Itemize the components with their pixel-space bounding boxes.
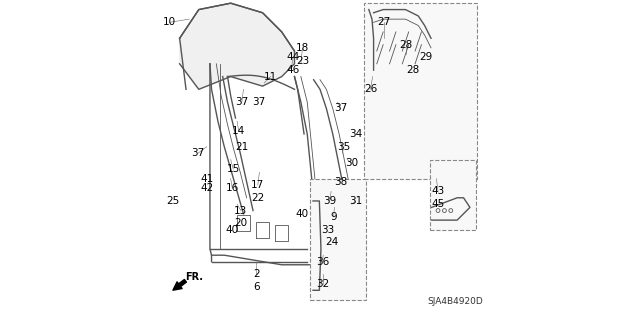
Text: 35: 35	[337, 142, 351, 152]
Text: 37: 37	[334, 103, 348, 114]
Text: 9: 9	[330, 212, 337, 222]
Text: 28: 28	[399, 40, 413, 50]
Text: 40: 40	[226, 225, 239, 235]
Text: 44: 44	[286, 52, 300, 63]
Text: 37: 37	[191, 148, 205, 158]
Text: 2: 2	[253, 269, 259, 279]
Text: 46: 46	[286, 65, 300, 75]
Polygon shape	[180, 3, 294, 89]
Text: 17: 17	[251, 180, 264, 190]
Text: FR.: FR.	[186, 272, 204, 282]
Text: 26: 26	[364, 84, 377, 94]
Text: 31: 31	[349, 196, 362, 206]
Text: 33: 33	[321, 225, 335, 235]
Text: 36: 36	[316, 256, 329, 267]
Text: 38: 38	[334, 177, 348, 187]
FancyBboxPatch shape	[430, 160, 476, 230]
Text: 11: 11	[264, 71, 277, 82]
Text: SJA4B4920D: SJA4B4920D	[428, 297, 483, 306]
Text: 42: 42	[200, 183, 213, 193]
Text: 28: 28	[406, 65, 420, 75]
Text: 34: 34	[349, 129, 362, 139]
Text: 21: 21	[236, 142, 248, 152]
Text: 30: 30	[345, 158, 358, 168]
Text: 37: 37	[236, 97, 248, 107]
Text: 16: 16	[226, 183, 239, 193]
Text: 13: 13	[234, 205, 248, 216]
Text: 40: 40	[296, 209, 309, 219]
Text: 15: 15	[227, 164, 240, 174]
Text: 20: 20	[234, 218, 248, 228]
Text: 41: 41	[200, 174, 213, 184]
Text: 24: 24	[325, 237, 339, 248]
Text: 23: 23	[296, 56, 309, 66]
Text: 27: 27	[377, 17, 390, 27]
Text: 25: 25	[166, 196, 179, 206]
FancyBboxPatch shape	[364, 3, 477, 179]
Text: 6: 6	[253, 282, 259, 292]
FancyBboxPatch shape	[310, 179, 365, 300]
Text: 39: 39	[323, 196, 336, 206]
Text: 18: 18	[296, 43, 309, 53]
Text: 37: 37	[252, 97, 265, 107]
Text: 10: 10	[163, 17, 176, 27]
Text: 43: 43	[431, 186, 445, 197]
Text: 45: 45	[431, 199, 445, 209]
Text: 32: 32	[317, 279, 330, 289]
Text: 22: 22	[251, 193, 264, 203]
Text: 29: 29	[419, 52, 433, 63]
Text: 14: 14	[232, 126, 245, 136]
